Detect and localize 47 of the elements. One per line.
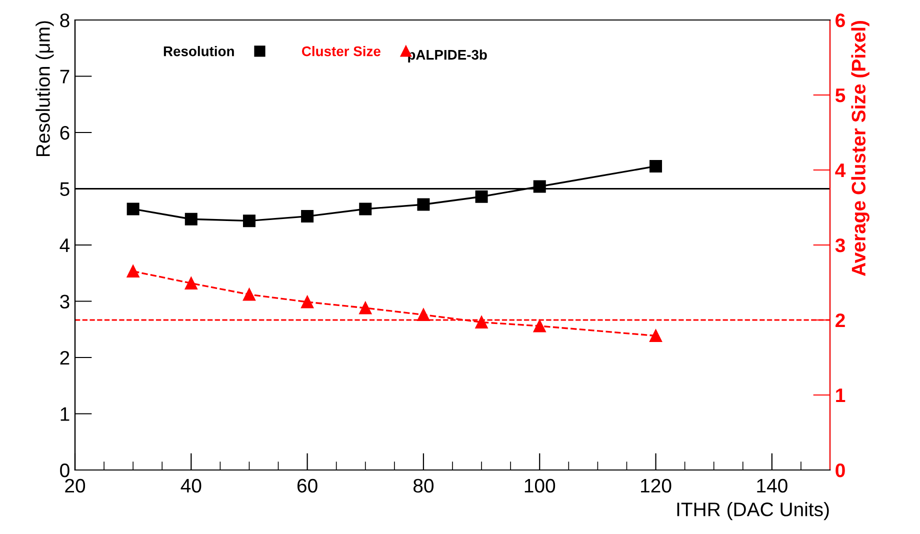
x-tick-label: 120 [641,478,672,493]
point [184,212,198,226]
point [359,202,372,216]
y2-tick-label: 2 [836,313,845,328]
x-tick-label: 140 [757,478,788,493]
y-tick-label: 6 [60,126,70,140]
y-tick-label: 3 [60,294,70,308]
point [475,190,488,203]
y-tick-label: 4 [60,238,70,252]
y2-tick-label: 5 [835,88,846,102]
y2-tick-label: 4 [835,164,846,178]
y-tick-label: 8 [60,13,70,28]
y-tick-label: 0 [60,463,70,478]
legend-label: Cluster Size [302,46,380,56]
point [301,210,314,223]
point [242,288,256,301]
x-tick-label: 40 [180,478,202,493]
x-tick-label: 80 [413,478,434,493]
y-tick-label: 1 [60,407,70,421]
point [242,214,256,228]
y2-tick-label: 6 [836,13,845,28]
point [475,316,488,328]
x-axis-title: ITHR (DAC Units) [677,502,829,520]
x-tick-label: 60 [297,478,318,493]
y2-tick-label: 1 [836,388,846,402]
x-tick-label: 100 [524,478,556,493]
y-tick-label: 5 [60,182,70,196]
point [126,265,140,278]
y-axis-title: Resolution (μm) [36,21,54,156]
annotation: pALPIDE-3b [408,50,487,62]
y2-tick-label: 0 [836,463,845,478]
point [184,277,198,290]
point [301,296,314,308]
point [417,198,430,211]
x-tick-label: 20 [65,478,86,493]
point [650,160,662,172]
point [650,330,662,342]
point [533,180,546,193]
point [533,320,546,332]
y2-axis-title: Average Cluster Size (Pixel) [851,20,870,276]
point [417,308,430,321]
point [126,202,140,216]
y-tick-label: 7 [60,70,70,84]
y2-tick-label: 3 [835,238,845,252]
legend-label: Resolution [164,46,234,56]
y-tick-label: 2 [60,350,70,365]
point [359,302,372,314]
